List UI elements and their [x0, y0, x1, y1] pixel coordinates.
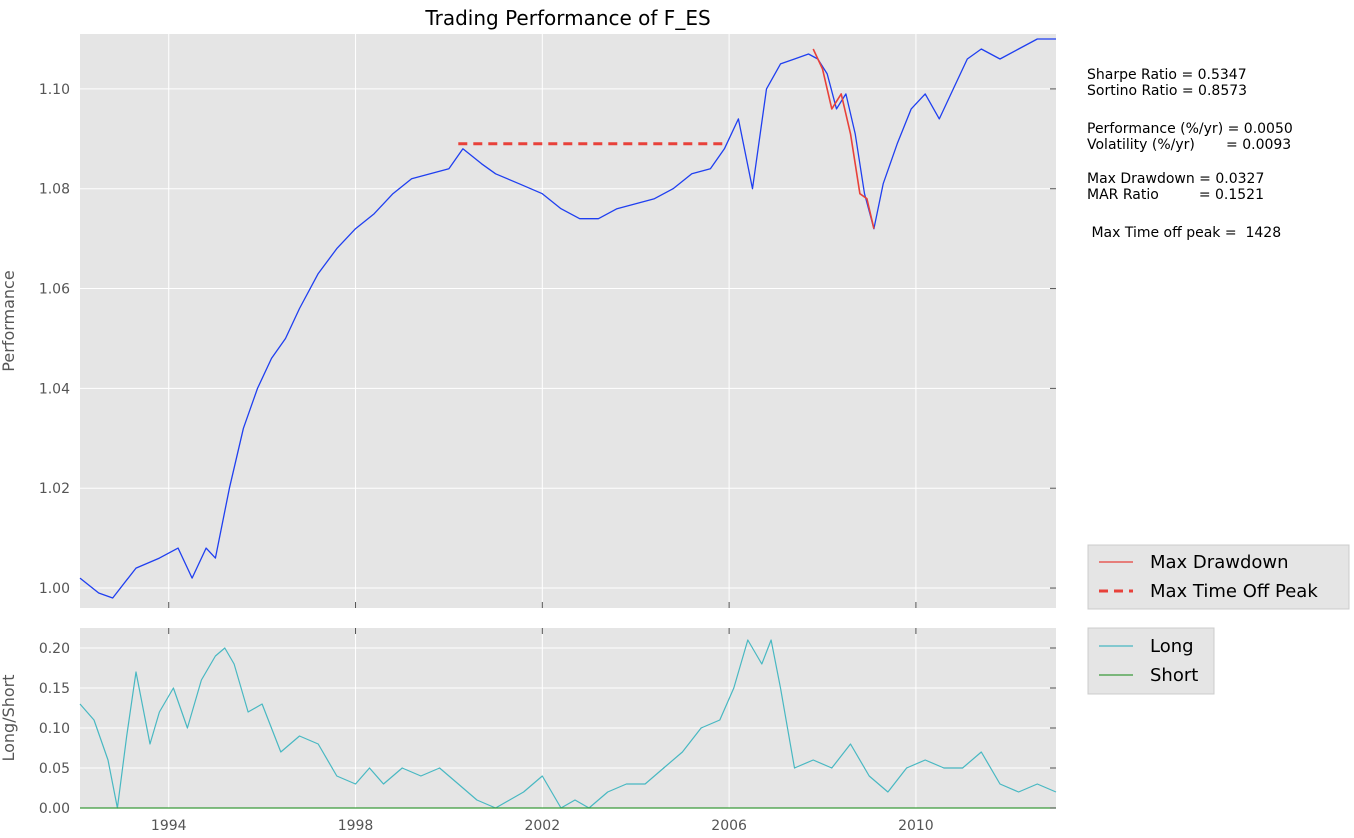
mar-ratio-stat: MAR Ratio = 0.1521	[1087, 187, 1264, 203]
x-tick-label: 2010	[898, 818, 934, 834]
long-short-legend: Long Short	[1087, 627, 1215, 695]
volatility-stat: Volatility (%/yr) = 0.0093	[1087, 137, 1291, 153]
long-short-y-axis-label: Long/Short	[0, 674, 18, 761]
max-time-off-peak-stat: Max Time off peak = 1428	[1087, 225, 1281, 241]
legend-long-label: Long	[1150, 636, 1194, 657]
long-short-y-tick-label: 0.00	[39, 801, 70, 817]
performance-y-tick-label: 1.06	[39, 282, 70, 298]
long-short-series	[79, 639, 1057, 809]
long-short-y-tick-label: 0.10	[39, 721, 70, 737]
legend-drawdown-label: Max Drawdown	[1150, 552, 1289, 573]
max-drawdown-stat: Max Drawdown = 0.0327	[1087, 171, 1264, 187]
performance-stat: Performance (%/yr) = 0.0050	[1087, 121, 1293, 137]
performance-y-tick-label: 1.10	[39, 82, 70, 98]
sortino-ratio: Sortino Ratio = 0.8573	[1087, 83, 1247, 99]
performance-line	[79, 38, 1056, 599]
performance-y-axis-label: Performance	[0, 270, 18, 371]
performance-y-tick-label: 1.08	[39, 182, 70, 198]
performance-y-tick-label: 1.00	[39, 581, 70, 597]
long-short-y-tick-label: 0.20	[39, 641, 70, 657]
sharpe-ratio: Sharpe Ratio = 0.5347	[1087, 67, 1247, 83]
long-short-legend-box	[1087, 627, 1215, 695]
stats-panel: Sharpe Ratio = 0.5347 Sortino Ratio = 0.…	[1087, 67, 1293, 241]
performance-legend-box	[1087, 544, 1350, 610]
legend-time-off-peak-label: Max Time Off Peak	[1150, 581, 1318, 602]
legend-short-label: Short	[1150, 665, 1198, 686]
long-line	[79, 639, 1057, 809]
performance-y-tick-label: 1.04	[39, 381, 70, 397]
performance-plot-area	[80, 34, 1056, 608]
long-short-y-tick-label: 0.05	[39, 761, 70, 777]
x-tick-label: 2006	[711, 818, 747, 834]
performance-ticks: 1.00 1.02 1.04 1.06 1.08 1.10	[39, 82, 1056, 608]
long-short-y-tick-label: 0.15	[39, 681, 70, 697]
performance-y-tick-label: 1.02	[39, 481, 70, 497]
max-drawdown-line	[812, 48, 875, 229]
performance-series	[79, 38, 1056, 599]
x-tick-label: 2002	[524, 818, 560, 834]
chart-title: Trading Performance of F_ES	[424, 6, 710, 30]
x-tick-label: 1994	[151, 818, 187, 834]
x-tick-label: 1998	[338, 818, 374, 834]
performance-legend: Max Drawdown Max Time Off Peak	[1087, 544, 1350, 610]
long-short-ticks: 0.00 0.05 0.10 0.15 0.20 1994 1998 2002 2006 2010	[39, 628, 1056, 834]
long-short-plot-area	[80, 628, 1056, 808]
performance-grid	[80, 34, 1056, 608]
